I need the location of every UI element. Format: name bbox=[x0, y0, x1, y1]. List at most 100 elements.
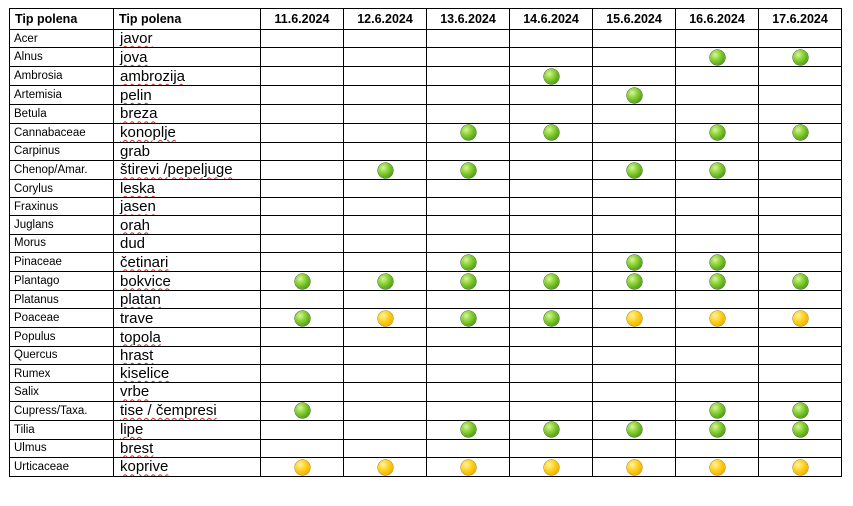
green-dot-icon bbox=[792, 403, 808, 419]
level-cell bbox=[675, 290, 759, 310]
level-cell bbox=[260, 28, 344, 49]
level-cell bbox=[426, 271, 510, 292]
level-cell bbox=[343, 141, 427, 161]
level-cell bbox=[758, 85, 842, 106]
level-cell bbox=[426, 215, 510, 235]
level-cell bbox=[758, 159, 842, 180]
table-row: Poaceae trave bbox=[9, 308, 842, 329]
green-dot-icon bbox=[543, 422, 559, 438]
local-name-cell: javor bbox=[113, 28, 261, 49]
level-cell bbox=[260, 104, 344, 124]
green-dot-icon bbox=[377, 273, 393, 289]
green-dot-icon bbox=[626, 273, 642, 289]
local-name-text: konoplje bbox=[120, 124, 176, 142]
local-name-text: jova bbox=[120, 48, 148, 66]
level-cell bbox=[758, 215, 842, 235]
header-row: Tip polena Tip polena 11.6.2024 12.6.202… bbox=[9, 8, 842, 30]
latin-name-cell: Morus bbox=[9, 233, 114, 254]
level-cell bbox=[509, 47, 593, 68]
level-cell bbox=[343, 233, 427, 254]
header-local-name: Tip polena bbox=[113, 8, 261, 30]
latin-name-cell: Carpinus bbox=[9, 141, 114, 161]
table-row: Salix vrbe bbox=[9, 382, 842, 402]
level-cell bbox=[592, 141, 676, 161]
yellow-dot-icon bbox=[709, 311, 725, 327]
level-cell bbox=[343, 400, 427, 421]
level-cell bbox=[343, 47, 427, 68]
level-cell bbox=[426, 438, 510, 458]
table-row: Populus topola bbox=[9, 327, 842, 347]
level-cell bbox=[758, 308, 842, 329]
level-cell bbox=[758, 197, 842, 217]
latin-name-cell: Acer bbox=[9, 28, 114, 49]
table-row: Rumex kiselice bbox=[9, 363, 842, 384]
green-dot-icon bbox=[294, 403, 310, 419]
green-dot-icon bbox=[294, 311, 310, 327]
level-cell bbox=[592, 66, 676, 87]
level-cell bbox=[343, 104, 427, 124]
green-dot-icon bbox=[460, 273, 476, 289]
level-cell bbox=[260, 456, 344, 477]
level-cell bbox=[509, 122, 593, 143]
local-name-text: platan bbox=[120, 291, 161, 309]
local-name-text: brest bbox=[120, 439, 154, 457]
level-cell bbox=[260, 85, 344, 106]
level-cell bbox=[260, 122, 344, 143]
level-cell bbox=[758, 233, 842, 254]
level-cell bbox=[260, 178, 344, 199]
level-cell bbox=[509, 28, 593, 49]
level-cell bbox=[675, 85, 759, 106]
level-cell bbox=[260, 197, 344, 217]
level-cell bbox=[675, 122, 759, 143]
green-dot-icon bbox=[543, 273, 559, 289]
green-dot-icon bbox=[792, 50, 808, 66]
level-cell bbox=[343, 290, 427, 310]
latin-name-cell: Platanus bbox=[9, 290, 114, 310]
latin-name-cell: Plantago bbox=[9, 271, 114, 292]
level-cell bbox=[426, 308, 510, 329]
level-cell bbox=[509, 85, 593, 106]
level-cell bbox=[343, 419, 427, 440]
green-dot-icon bbox=[460, 162, 476, 178]
header-latin-name: Tip polena bbox=[9, 8, 114, 30]
local-name-cell: orah bbox=[113, 215, 261, 235]
level-cell bbox=[260, 47, 344, 68]
level-cell bbox=[509, 290, 593, 310]
level-cell bbox=[509, 271, 593, 292]
level-cell bbox=[343, 159, 427, 180]
green-dot-icon bbox=[792, 125, 808, 141]
level-cell bbox=[343, 345, 427, 365]
table-row: Tilia lipe bbox=[9, 419, 842, 440]
level-cell bbox=[592, 308, 676, 329]
header-date: 16.6.2024 bbox=[675, 8, 759, 30]
level-cell bbox=[592, 85, 676, 106]
level-cell bbox=[509, 400, 593, 421]
level-cell bbox=[592, 382, 676, 402]
level-cell bbox=[509, 215, 593, 235]
green-dot-icon bbox=[709, 422, 725, 438]
header-date: 13.6.2024 bbox=[426, 8, 510, 30]
local-name-text: koprive bbox=[120, 458, 169, 476]
local-name-cell: konoplje bbox=[113, 122, 261, 143]
level-cell bbox=[426, 104, 510, 124]
green-dot-icon bbox=[709, 403, 725, 419]
level-cell bbox=[758, 252, 842, 273]
table-row: Cannabaceae konoplje bbox=[9, 122, 842, 143]
level-cell bbox=[592, 456, 676, 477]
level-cell bbox=[343, 252, 427, 273]
green-dot-icon bbox=[709, 125, 725, 141]
yellow-dot-icon bbox=[294, 459, 310, 475]
table-row: Platanus platan bbox=[9, 290, 842, 310]
level-cell bbox=[758, 456, 842, 477]
latin-name-cell: Poaceae bbox=[9, 308, 114, 329]
level-cell bbox=[758, 290, 842, 310]
pollen-table: Tip polena Tip polena 11.6.2024 12.6.202… bbox=[9, 8, 842, 477]
table-row: Juglans orah bbox=[9, 215, 842, 235]
local-name-text: pelin bbox=[120, 86, 152, 104]
yellow-dot-icon bbox=[626, 311, 642, 327]
latin-name-cell: Corylus bbox=[9, 178, 114, 199]
green-dot-icon bbox=[709, 162, 725, 178]
level-cell bbox=[675, 327, 759, 347]
level-cell bbox=[592, 47, 676, 68]
local-name-cell: bokvice bbox=[113, 271, 261, 292]
